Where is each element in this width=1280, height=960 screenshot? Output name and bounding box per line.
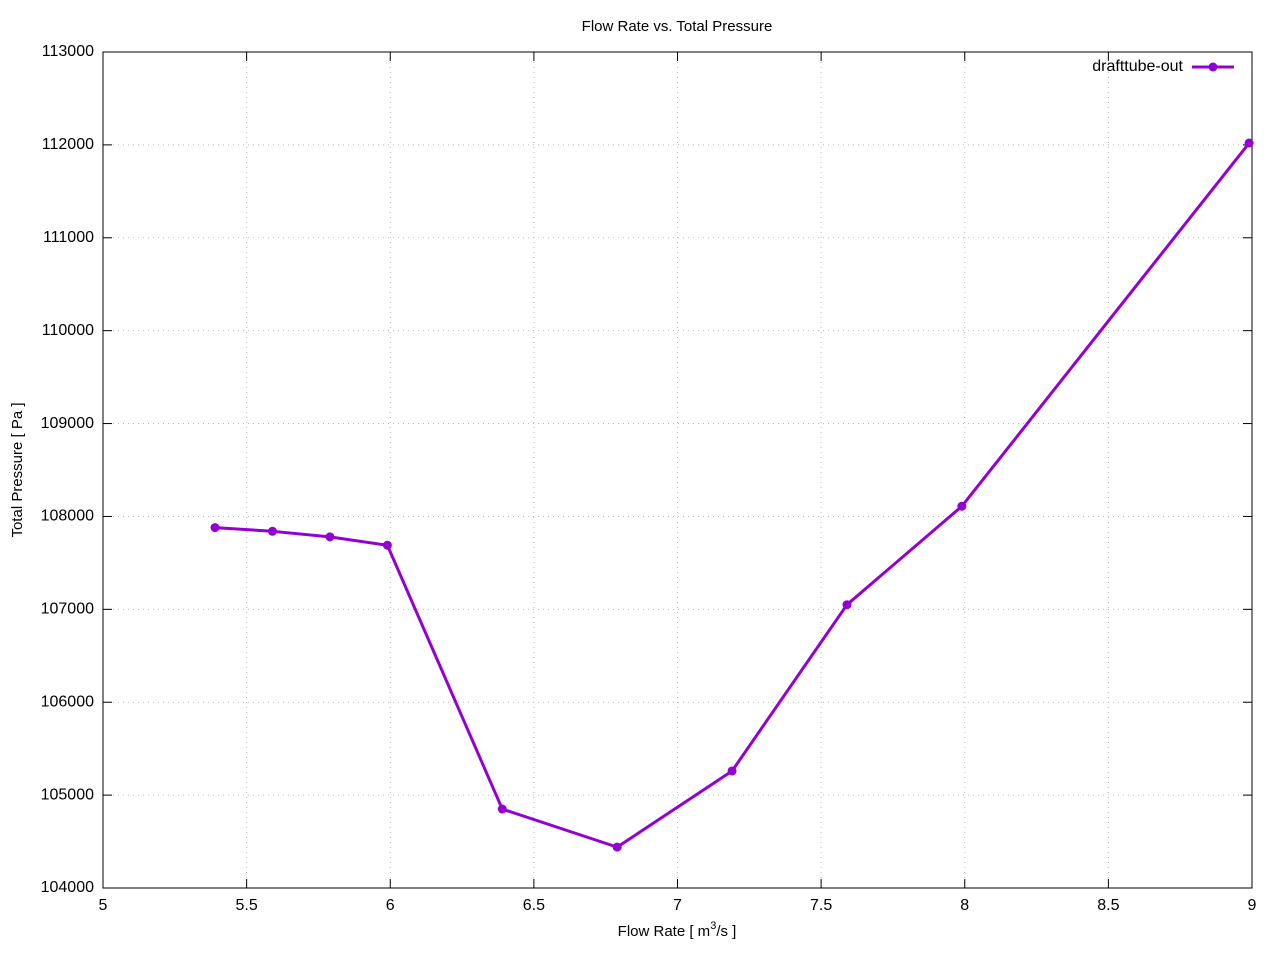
- x-tick-label: 7: [673, 897, 682, 914]
- data-point: [267, 526, 277, 536]
- y-tick-label: 113000: [42, 43, 94, 60]
- series-line: [214, 142, 1251, 849]
- data-point: [1244, 138, 1254, 148]
- x-axis-label: Flow Rate [ m3/s ]: [618, 920, 737, 940]
- data-point: [842, 600, 852, 610]
- x-tick-label: 6.5: [523, 897, 545, 914]
- x-tick-label: 8.5: [1097, 897, 1119, 914]
- data-point: [727, 766, 737, 776]
- data-point: [957, 501, 967, 511]
- data-point: [382, 540, 392, 550]
- y-tick-label: 112000: [42, 136, 94, 153]
- x-tick-label: 5: [99, 897, 108, 914]
- x-tick-label: 7.5: [810, 897, 832, 914]
- y-tick-label: 107000: [41, 601, 94, 618]
- legend-label: drafttube-out: [1092, 58, 1183, 75]
- x-tick-label: 9: [1248, 897, 1257, 914]
- y-tick-label: 111000: [43, 229, 94, 246]
- x-axis-label-superscript: 3: [710, 920, 716, 932]
- x-tick-label: 5.5: [236, 897, 258, 914]
- x-tick-label: 6: [386, 897, 395, 914]
- data-point: [325, 532, 335, 542]
- legend-marker: [1208, 62, 1218, 72]
- y-tick-label: 106000: [41, 693, 94, 710]
- plot-border: [102, 51, 1253, 889]
- y-tick-label: 108000: [41, 508, 94, 525]
- x-axis-label-part: Flow Rate [ m: [618, 923, 711, 940]
- x-tick-label: 8: [960, 897, 969, 914]
- data-point: [612, 842, 622, 852]
- y-axis-label: Total Pressure [ Pa ]: [9, 402, 26, 537]
- y-tick-label: 104000: [41, 879, 94, 896]
- data-point: [497, 804, 507, 814]
- data-point: [210, 523, 220, 533]
- x-axis-label-part: /s ]: [716, 923, 736, 940]
- y-tick-label: 109000: [41, 415, 94, 432]
- y-tick-label: 110000: [42, 322, 94, 339]
- y-tick-label: 105000: [41, 786, 94, 803]
- chart-title: Flow Rate vs. Total Pressure: [582, 18, 773, 35]
